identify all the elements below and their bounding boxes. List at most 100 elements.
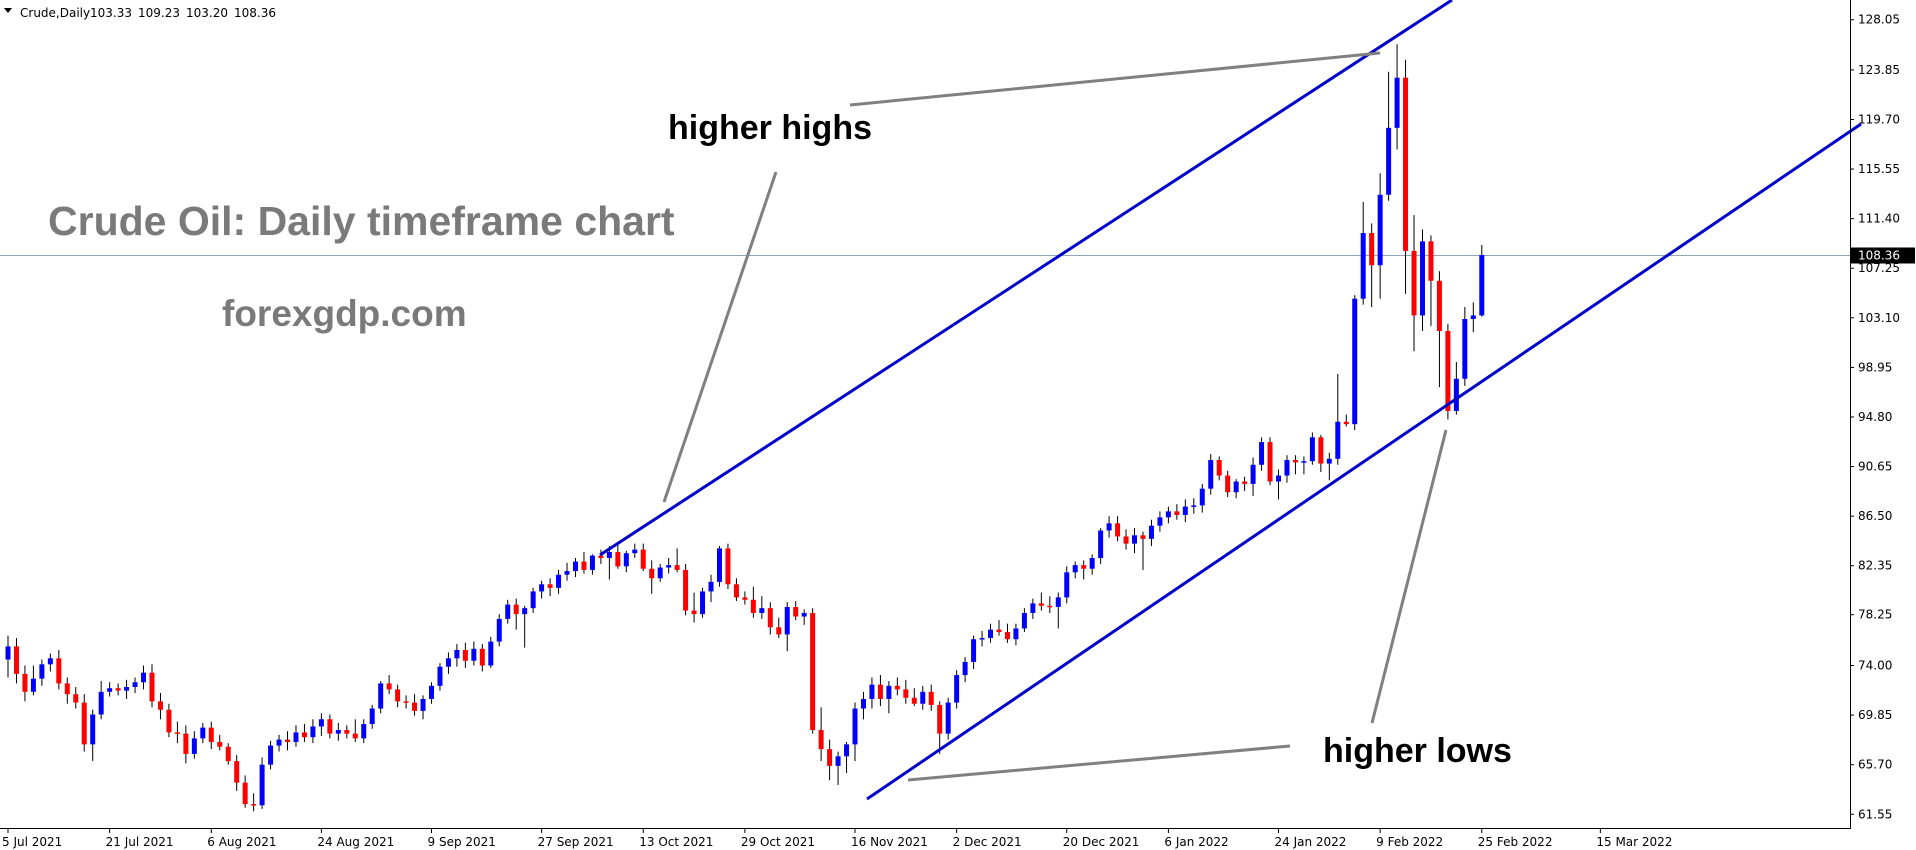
candle[interactable] <box>632 543 638 558</box>
candle[interactable] <box>1216 456 1222 481</box>
candle[interactable] <box>1013 623 1019 646</box>
candle[interactable] <box>954 670 960 709</box>
candle[interactable] <box>1301 456 1307 475</box>
candle[interactable] <box>335 722 341 741</box>
candle[interactable] <box>64 677 70 704</box>
candle[interactable] <box>1047 596 1053 613</box>
candle[interactable] <box>937 701 943 754</box>
candle[interactable] <box>1343 414 1349 427</box>
candle[interactable] <box>1326 452 1332 481</box>
higher-highs-pointer-top[interactable] <box>849 51 1381 107</box>
price-axis[interactable]: 128.05 123.85 119.70 115.55 111.40 107.25 103.… <box>1850 13 1900 822</box>
candle[interactable] <box>149 664 155 708</box>
candle[interactable] <box>5 635 11 678</box>
candle[interactable] <box>429 682 434 704</box>
candle[interactable] <box>513 598 519 630</box>
candle[interactable] <box>30 665 36 696</box>
candle[interactable] <box>716 546 722 587</box>
candle[interactable] <box>1394 44 1400 150</box>
candle[interactable] <box>1208 454 1214 495</box>
candle[interactable] <box>420 695 426 720</box>
candle[interactable] <box>98 681 104 720</box>
candle[interactable] <box>920 685 926 710</box>
candle[interactable] <box>1276 469 1281 500</box>
candle[interactable] <box>352 719 358 742</box>
candle[interactable] <box>174 721 180 744</box>
candle[interactable] <box>742 591 748 605</box>
candle[interactable] <box>1148 519 1154 547</box>
candle[interactable] <box>1004 623 1010 643</box>
candle[interactable] <box>1318 434 1324 472</box>
candle[interactable] <box>1250 457 1256 496</box>
candle[interactable] <box>1157 511 1163 532</box>
candle[interactable] <box>386 675 392 695</box>
candle[interactable] <box>1462 307 1468 386</box>
candle[interactable] <box>1403 59 1409 294</box>
candle[interactable] <box>488 636 494 668</box>
candle[interactable] <box>191 731 197 759</box>
candle[interactable] <box>733 578 739 601</box>
candle[interactable] <box>844 741 850 774</box>
candle[interactable] <box>327 714 333 739</box>
candle[interactable] <box>395 684 401 708</box>
candle[interactable] <box>445 652 451 674</box>
candle[interactable] <box>691 592 697 623</box>
candle[interactable] <box>1284 455 1290 483</box>
candle[interactable] <box>1292 455 1298 475</box>
candle[interactable] <box>640 543 646 572</box>
candle[interactable] <box>124 679 130 699</box>
candle[interactable] <box>471 641 477 666</box>
candle[interactable] <box>81 694 87 752</box>
candle[interactable] <box>1182 499 1188 523</box>
candle[interactable] <box>318 713 324 736</box>
candle[interactable] <box>886 681 892 714</box>
candle[interactable] <box>378 681 384 714</box>
candle[interactable] <box>276 734 282 752</box>
candle[interactable] <box>1225 470 1231 498</box>
candle[interactable] <box>564 562 570 581</box>
candle[interactable] <box>132 677 138 693</box>
candle[interactable] <box>539 580 545 599</box>
candle[interactable] <box>666 557 672 574</box>
candle[interactable] <box>496 614 502 647</box>
candle[interactable] <box>1140 531 1146 570</box>
candle[interactable] <box>157 692 163 720</box>
candle[interactable] <box>988 623 994 643</box>
candle[interactable] <box>793 600 799 621</box>
candle[interactable] <box>877 675 883 707</box>
candle[interactable] <box>903 679 909 704</box>
candle[interactable] <box>1411 215 1417 352</box>
candle[interactable] <box>1165 506 1171 524</box>
candle[interactable] <box>1106 516 1112 538</box>
candle[interactable] <box>581 552 587 574</box>
candle[interactable] <box>750 586 756 618</box>
candle[interactable] <box>784 602 790 652</box>
candle[interactable] <box>683 563 689 616</box>
candle[interactable] <box>615 544 621 569</box>
candle[interactable] <box>1038 592 1044 611</box>
candle[interactable] <box>1089 554 1095 575</box>
candle[interactable] <box>166 703 172 738</box>
candle[interactable] <box>700 587 706 618</box>
candle[interactable] <box>183 725 189 764</box>
candle[interactable] <box>1115 516 1121 542</box>
candle[interactable] <box>1123 529 1129 550</box>
candle[interactable] <box>293 725 299 747</box>
lower-channel-line[interactable] <box>866 122 1862 801</box>
candle[interactable] <box>208 721 214 750</box>
candle[interactable] <box>217 734 223 751</box>
candle[interactable] <box>403 695 409 709</box>
candle[interactable] <box>301 724 307 742</box>
candle[interactable] <box>1191 498 1197 514</box>
candle[interactable] <box>1470 302 1476 333</box>
candle[interactable] <box>767 602 773 635</box>
candle[interactable] <box>979 630 985 647</box>
candle[interactable] <box>962 657 968 683</box>
candle[interactable] <box>623 550 629 573</box>
candle[interactable] <box>776 617 782 639</box>
candle[interactable] <box>1360 201 1366 305</box>
candle[interactable] <box>1419 229 1425 331</box>
candle[interactable] <box>1081 560 1087 580</box>
candle[interactable] <box>90 709 96 762</box>
candle[interactable] <box>479 644 485 672</box>
